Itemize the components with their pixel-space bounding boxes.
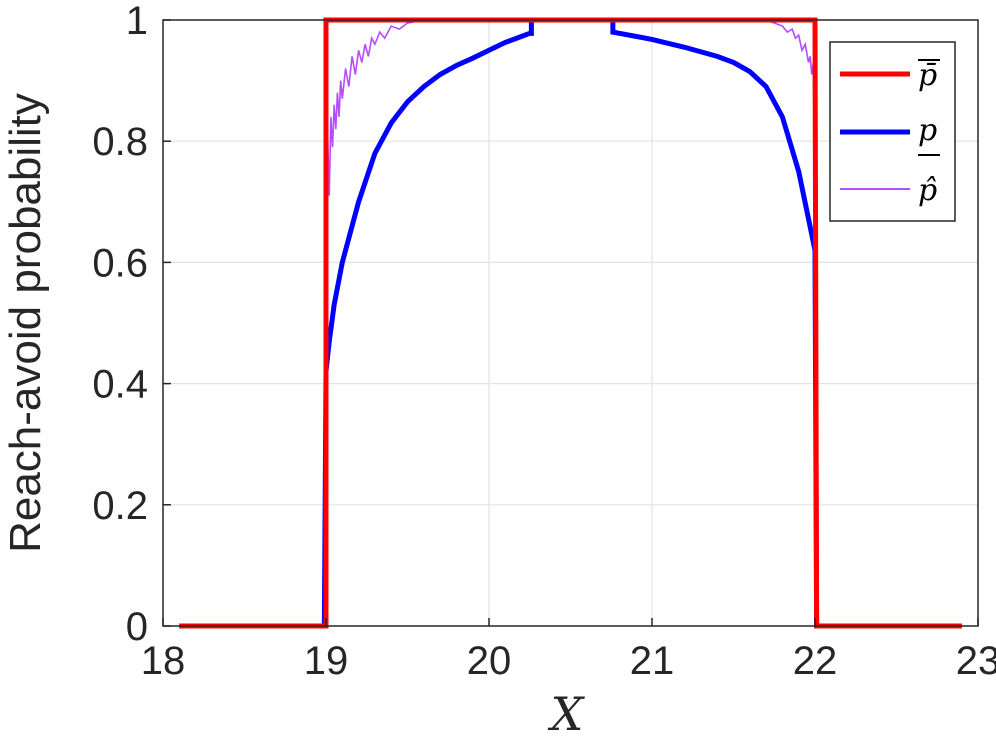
x-tick-label: 20 xyxy=(467,639,512,683)
legend: p̄ p p̂ xyxy=(829,41,956,222)
y-tick-label: 0.2 xyxy=(92,484,148,528)
legend-label-p-upper: p̄ xyxy=(918,58,937,93)
y-tick-label: 1 xyxy=(126,0,148,43)
y-tick-label: 0.8 xyxy=(92,120,148,164)
y-tick-label: 0.6 xyxy=(92,241,148,285)
legend-label-p-lower: p xyxy=(918,113,937,148)
x-tick-label: 21 xyxy=(630,639,675,683)
x-tick-label: 18 xyxy=(141,639,186,683)
y-tick-label: 0 xyxy=(126,605,148,649)
series-line-p-hat xyxy=(179,19,962,627)
series-line-p-lower xyxy=(179,17,962,629)
x-tick-label: 19 xyxy=(304,639,349,683)
y-tick-label: 0.4 xyxy=(92,363,148,407)
plot-frame xyxy=(162,19,979,627)
ticks: 18 19 20 21 22 23 0 0.2 0.4 0.6 0.8 1 xyxy=(92,0,996,683)
x-tick-label: 23 xyxy=(956,639,996,683)
x-axis-title: X xyxy=(548,687,586,741)
legend-label-p-hat: p̂ xyxy=(918,173,937,208)
x-tick-label: 22 xyxy=(793,639,838,683)
y-axis-title: Reach-avoid probability xyxy=(1,93,50,553)
